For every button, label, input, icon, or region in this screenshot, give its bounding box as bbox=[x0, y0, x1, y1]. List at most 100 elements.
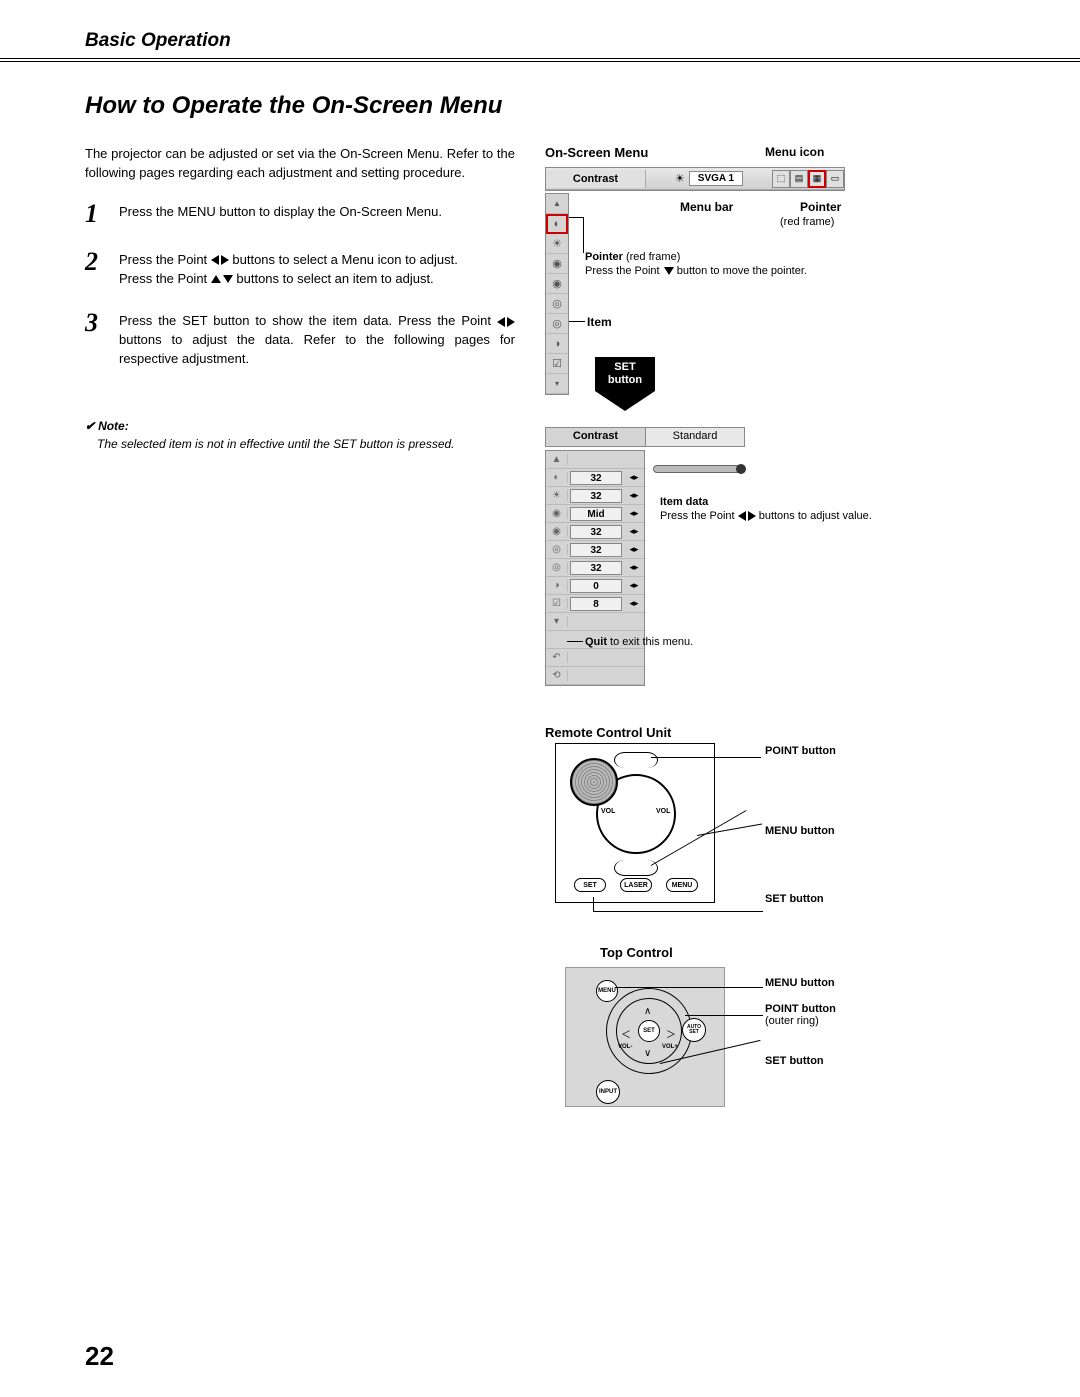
triangle-left-icon bbox=[497, 317, 505, 327]
triangle-up-icon bbox=[211, 275, 221, 283]
point-button-label-2: POINT button(outer ring) bbox=[765, 1003, 836, 1027]
row-value: 32 bbox=[570, 543, 622, 557]
scroll-down-icon: ▾ bbox=[546, 374, 568, 394]
step-text: Press the Point buttons to select a Menu… bbox=[119, 249, 458, 289]
adjust-icon: ◂▸ bbox=[624, 472, 644, 483]
row-value: 8 bbox=[570, 597, 622, 611]
row-icon: ↶ bbox=[546, 652, 568, 663]
top-control-diagram: MENU SET AUTO SET INPUT ∧ ∨ ＜ ＞ VOL- VOL… bbox=[565, 967, 725, 1107]
menu-bar-label: Menu bar bbox=[680, 200, 733, 214]
item-label: Item bbox=[587, 315, 612, 329]
row-value: 32 bbox=[570, 489, 622, 503]
triangle-right-icon bbox=[507, 317, 515, 327]
set-button-label-2: SET button bbox=[765, 1055, 824, 1067]
triangle-right-icon bbox=[221, 255, 229, 265]
menu2-title: Contrast bbox=[546, 428, 646, 446]
divider bbox=[0, 58, 1080, 62]
menu2-mode: Standard bbox=[646, 428, 744, 446]
pointer-callout: Pointer (red frame) Press the Point butt… bbox=[585, 250, 807, 279]
page-title: How to Operate the On-Screen Menu bbox=[85, 92, 995, 120]
sidebar-item: ◑ bbox=[546, 334, 568, 354]
adjust-icon: ◂▸ bbox=[624, 580, 644, 591]
sidebar-item: ◎ bbox=[546, 314, 568, 334]
rc-menu-button: MENU bbox=[666, 878, 698, 892]
top-control-label: Top Control bbox=[600, 945, 673, 960]
row-icon: ☀ bbox=[546, 490, 568, 501]
rc-set-button: SET bbox=[574, 878, 606, 892]
row-icon: ◑ bbox=[546, 580, 568, 591]
note-text: The selected item is not in effective un… bbox=[85, 437, 515, 451]
point-button-label: POINT button bbox=[765, 745, 836, 757]
row-value: 32 bbox=[570, 561, 622, 575]
item-data-callout: Item data Press the Point buttons to adj… bbox=[660, 495, 872, 524]
data-row: ☑8◂▸ bbox=[546, 595, 644, 613]
row-icon: ▾ bbox=[546, 616, 568, 627]
menu-icon-pointer: ▦ bbox=[808, 170, 826, 188]
adjust-icon: ◂▸ bbox=[624, 562, 644, 573]
check-icon: ✔ bbox=[85, 419, 95, 433]
data-row: ▾ bbox=[546, 613, 644, 631]
triangle-down-icon bbox=[664, 267, 674, 275]
menu-icon-box: ▭ bbox=[826, 170, 844, 188]
data-row: ◎32◂▸ bbox=[546, 541, 644, 559]
step-3: 3 Press the SET button to show the item … bbox=[85, 310, 515, 369]
sidebar-item: ◎ bbox=[546, 294, 568, 314]
red-frame-label: (red frame) bbox=[780, 215, 834, 229]
adjust-icon: ◂▸ bbox=[624, 544, 644, 555]
intro-text: The projector can be adjusted or set via… bbox=[85, 145, 515, 183]
sidebar-item: ☀ bbox=[546, 234, 568, 254]
tc-autoset-button: AUTO SET bbox=[682, 1018, 706, 1042]
data-row: ⟲ bbox=[546, 667, 644, 685]
step-text: Press the SET button to show the item da… bbox=[119, 310, 515, 369]
page-number: 22 bbox=[85, 1341, 114, 1372]
set-button-callout: SETbutton bbox=[595, 357, 655, 411]
adjust-icon: ◂▸ bbox=[624, 490, 644, 501]
menu-icon-label: Menu icon bbox=[765, 145, 824, 159]
triangle-right-icon bbox=[748, 511, 756, 521]
data-table: ▲ ◐32◂▸☀32◂▸◉Mid◂▸◉32◂▸◎32◂▸◎32◂▸◑0◂▸☑8◂… bbox=[545, 450, 645, 686]
set-button-label: SET button bbox=[765, 893, 824, 905]
tc-set-button: SET bbox=[638, 1020, 660, 1042]
adjust-icon: ◂▸ bbox=[624, 526, 644, 537]
menu-button-label-2: MENU button bbox=[765, 977, 835, 989]
menu-bar-2: Contrast Standard bbox=[545, 427, 745, 447]
row-value: 32 bbox=[570, 471, 622, 485]
menu-title: Contrast bbox=[546, 170, 646, 188]
triangle-down-icon bbox=[223, 275, 233, 283]
data-row: ◐32◂▸ bbox=[546, 469, 644, 487]
scroll-up-icon: ▲ bbox=[546, 194, 568, 214]
data-row: ↶ bbox=[546, 649, 644, 667]
menu-bar: Contrast ☀ SVGA 1 ⬚ ▤ ▦ ▭ bbox=[545, 167, 845, 191]
triangle-left-icon bbox=[738, 511, 746, 521]
menu-icon-box: ▤ bbox=[790, 170, 808, 188]
menu-button-label: MENU button bbox=[765, 825, 835, 837]
data-row: ☀32◂▸ bbox=[546, 487, 644, 505]
step-number: 1 bbox=[85, 201, 107, 227]
mode-box: SVGA 1 bbox=[689, 171, 743, 186]
tc-menu-button: MENU bbox=[596, 980, 618, 1002]
onscreen-menu-label: On-Screen Menu bbox=[545, 145, 648, 160]
row-value: Mid bbox=[570, 507, 622, 521]
remote-control-label: Remote Control Unit bbox=[545, 725, 671, 740]
menu-icon-box: ⬚ bbox=[772, 170, 790, 188]
sidebar-item: ◉ bbox=[546, 254, 568, 274]
step-text: Press the MENU button to display the On-… bbox=[119, 201, 442, 222]
row-icon: ☑ bbox=[546, 598, 568, 609]
row-icon: ◉ bbox=[546, 508, 568, 519]
triangle-left-icon bbox=[211, 255, 219, 265]
data-row: ◉Mid◂▸ bbox=[546, 505, 644, 523]
sidebar-item: ☑ bbox=[546, 354, 568, 374]
arrow-down-icon bbox=[595, 391, 655, 411]
sun-icon: ☀ bbox=[675, 172, 685, 185]
tc-input-button: INPUT bbox=[596, 1080, 620, 1104]
step-number: 3 bbox=[85, 310, 107, 336]
sidebar-item: ◉ bbox=[546, 274, 568, 294]
note-header: ✔Note: bbox=[85, 419, 515, 433]
data-row: ◑0◂▸ bbox=[546, 577, 644, 595]
step-2: 2 Press the Point buttons to select a Me… bbox=[85, 249, 515, 289]
data-row: ◉32◂▸ bbox=[546, 523, 644, 541]
row-value: 0 bbox=[570, 579, 622, 593]
scroll-up-icon: ▲ bbox=[546, 454, 568, 465]
slider bbox=[653, 465, 745, 473]
row-icon: ⟲ bbox=[546, 670, 568, 681]
